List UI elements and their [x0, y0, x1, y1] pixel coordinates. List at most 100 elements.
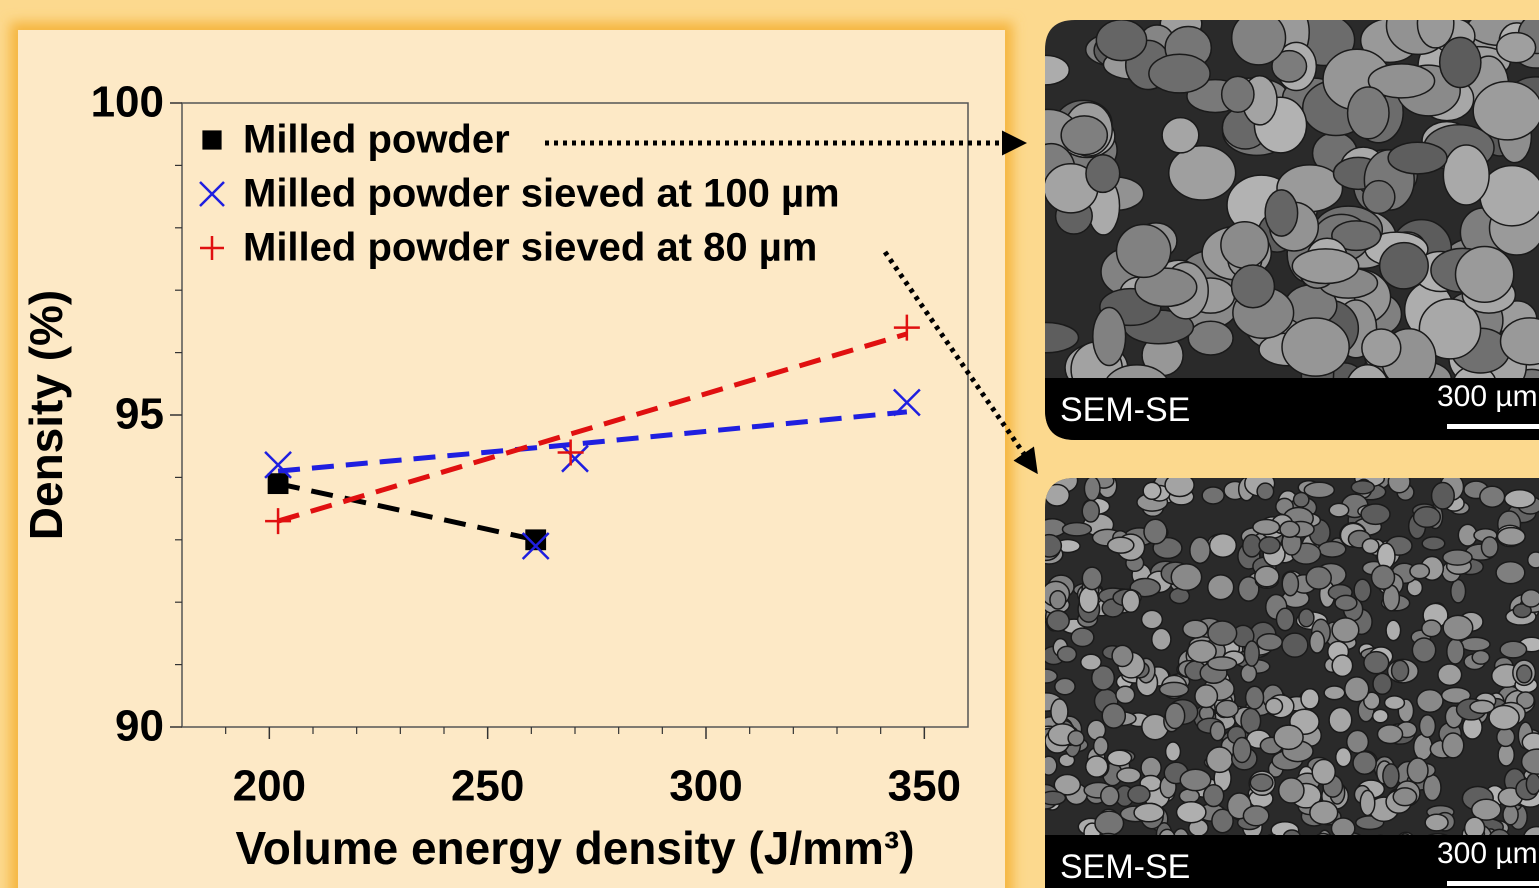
particle	[1078, 586, 1100, 614]
particle	[1469, 699, 1495, 715]
particle	[1101, 702, 1127, 729]
particle	[1232, 736, 1252, 764]
particle	[1515, 664, 1533, 684]
particle	[1359, 789, 1376, 817]
particle	[1207, 574, 1235, 601]
particle	[1361, 537, 1380, 555]
trend-line	[277, 331, 908, 524]
scale-bar	[1447, 881, 1539, 886]
particle	[1092, 736, 1109, 756]
particle	[1081, 566, 1103, 591]
particle	[1331, 220, 1382, 252]
particle	[1045, 517, 1067, 538]
particle	[1090, 665, 1116, 691]
particle	[1230, 264, 1276, 309]
particle	[1061, 521, 1093, 537]
particle	[1371, 708, 1389, 724]
particle	[1208, 533, 1238, 559]
particle	[1164, 702, 1186, 730]
particle	[1256, 633, 1284, 652]
marker-square	[267, 473, 289, 495]
particle	[1305, 565, 1332, 590]
particle	[1387, 478, 1411, 494]
particle	[1106, 749, 1133, 767]
particle	[1258, 536, 1281, 555]
particle	[1311, 758, 1337, 786]
particle	[1370, 564, 1396, 590]
particle	[1100, 785, 1120, 807]
particle	[1256, 482, 1275, 501]
particle	[1252, 518, 1281, 536]
particle	[1390, 659, 1410, 682]
particle	[1496, 526, 1526, 547]
particle	[1201, 486, 1225, 505]
particle	[1254, 565, 1280, 588]
particle	[1363, 691, 1381, 711]
particle	[1158, 681, 1190, 698]
particle	[1454, 245, 1515, 303]
particle	[1446, 637, 1465, 665]
particle	[1495, 560, 1526, 585]
particle	[1182, 619, 1209, 639]
particle	[1383, 695, 1406, 711]
y-tick-label: 100	[91, 78, 164, 127]
particle	[1242, 805, 1270, 827]
particle	[1053, 773, 1082, 796]
particle	[1309, 800, 1339, 825]
marker-plus	[200, 236, 224, 260]
particle	[1376, 724, 1404, 745]
particle	[1343, 676, 1370, 703]
particle	[1215, 699, 1239, 719]
particle	[1496, 727, 1516, 748]
particle	[1303, 481, 1336, 499]
image-caption: SEM-SE	[1060, 848, 1190, 886]
particle	[1080, 653, 1102, 671]
sem-images: SEM-SE 300 µm SEM-SE 300 µm	[1045, 20, 1539, 888]
scale-bar	[1447, 424, 1539, 429]
particle	[1416, 20, 1455, 49]
particle	[1168, 144, 1237, 201]
particle	[1170, 563, 1203, 592]
particle	[1317, 540, 1347, 558]
particle	[1273, 724, 1304, 751]
particle	[1472, 80, 1539, 141]
particle	[1361, 328, 1402, 368]
particle	[1503, 489, 1536, 509]
particle	[1045, 483, 1071, 507]
legend-label: Milled powder sieved at 80 µm	[243, 226, 817, 270]
particle	[1346, 86, 1390, 140]
particle	[1488, 704, 1520, 731]
particle	[1116, 767, 1142, 784]
particle	[1499, 640, 1528, 659]
trend-line	[277, 409, 908, 474]
particle	[1134, 267, 1198, 308]
marker-square	[525, 529, 547, 551]
particle	[1045, 668, 1058, 684]
particle	[1083, 478, 1101, 502]
particle	[1378, 241, 1429, 290]
particle	[1499, 317, 1539, 366]
y-tick-label: 95	[115, 390, 164, 439]
particle	[1424, 813, 1449, 832]
particle	[1081, 499, 1100, 523]
particle	[1046, 609, 1070, 632]
particle	[1220, 75, 1255, 113]
particle	[1418, 298, 1482, 360]
marker-x	[561, 444, 589, 473]
sem-image: SEM-SE 300 µm	[1045, 478, 1539, 888]
image-caption: SEM-SE	[1060, 391, 1190, 429]
particle	[1421, 536, 1446, 551]
particle	[1056, 645, 1078, 663]
particle	[1194, 684, 1219, 709]
particle	[1045, 54, 1071, 86]
particle	[1345, 729, 1370, 754]
particle	[1430, 481, 1455, 510]
particle	[1471, 649, 1491, 665]
particle	[1142, 481, 1162, 501]
particle	[1045, 790, 1067, 806]
particle	[1092, 306, 1127, 367]
particle	[1054, 677, 1076, 696]
marker-x	[892, 388, 921, 417]
particle	[1264, 189, 1299, 237]
scale-label: 300 µm	[1437, 837, 1538, 870]
